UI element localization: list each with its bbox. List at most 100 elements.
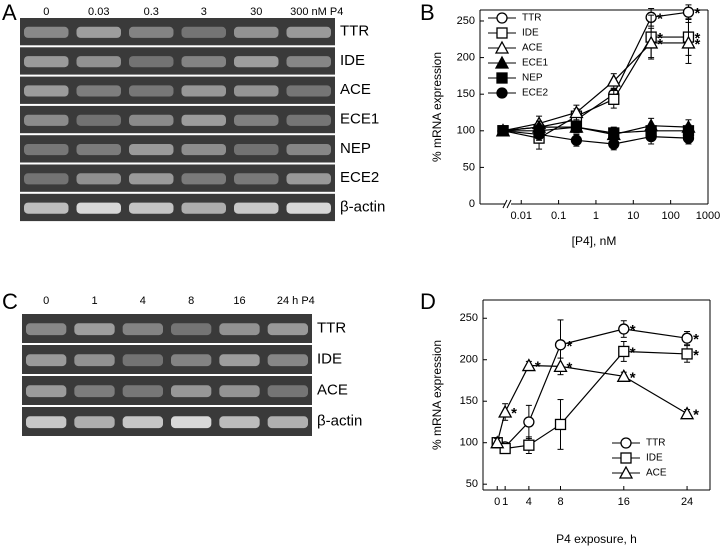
gel-column-label: 1: [91, 295, 97, 307]
significance-mark: *: [630, 322, 636, 339]
gel-band: [24, 143, 69, 156]
gel-band: [74, 416, 115, 429]
gel-band: [76, 26, 121, 38]
gel-band: [76, 56, 121, 68]
marker: [497, 125, 509, 137]
legend-label: ACE: [646, 468, 667, 479]
gel-band: [286, 85, 331, 97]
marker: [569, 105, 584, 119]
marker: [618, 323, 630, 335]
marker: [679, 406, 695, 420]
marker: [681, 332, 693, 344]
gel-band: [76, 202, 121, 214]
gel-band: [286, 114, 331, 126]
gel-row-label: ECE2: [340, 169, 379, 186]
x-tick-label: 100: [661, 210, 679, 222]
gel-band: [234, 26, 279, 38]
gel-band: [24, 202, 69, 214]
gel-row: [22, 314, 312, 343]
gel-band: [122, 416, 163, 429]
gel-row-label: β-actin: [317, 412, 362, 429]
legend-marker: [496, 12, 508, 24]
gel-band: [122, 323, 163, 336]
x-tick-label: 10: [627, 210, 639, 222]
gel-row: [20, 76, 335, 104]
marker: [570, 134, 583, 146]
gel-row: [20, 47, 335, 75]
marker: [616, 368, 631, 382]
significance-mark: *: [657, 30, 663, 47]
control-link: [502, 130, 540, 139]
legend-label: ECE1: [522, 58, 549, 69]
gel-band: [286, 26, 331, 38]
marker: [498, 404, 513, 418]
marker: [618, 345, 630, 358]
x-tick-label: 0: [494, 496, 500, 508]
gel-band: [24, 114, 69, 126]
gel-band: [171, 385, 212, 398]
gel-band: [129, 85, 174, 97]
significance-mark: *: [694, 36, 700, 53]
gel-column-label: 0: [43, 6, 49, 18]
significance-mark: *: [693, 407, 699, 424]
control-link: [502, 122, 540, 132]
legend-label: ACE: [522, 43, 543, 54]
gel-column-label: 0: [43, 295, 49, 307]
x-tick-label: 1000: [696, 210, 720, 222]
gel-band: [181, 56, 226, 68]
gel-band: [234, 85, 279, 97]
significance-mark: *: [694, 5, 700, 22]
legend-label: IDE: [522, 28, 539, 39]
gel-band: [26, 416, 67, 429]
control-link: [502, 126, 540, 132]
gel-band: [24, 173, 69, 185]
series-line: [538, 11, 689, 128]
gel-row-label: IDE: [317, 350, 342, 367]
significance-mark: *: [657, 36, 663, 53]
marker: [490, 435, 505, 449]
significance-mark: *: [511, 405, 517, 422]
gel-band: [24, 26, 69, 38]
y-tick-label: 100: [457, 125, 475, 137]
x-tick-label: 1: [502, 496, 508, 508]
gel-row-label: TTR: [340, 23, 369, 40]
gel-column-label: 3: [201, 6, 207, 18]
significance-mark: *: [567, 359, 573, 376]
gel-band: [26, 323, 67, 336]
legend-label: ECE2: [522, 88, 549, 99]
gel-band: [219, 354, 260, 367]
gel-band: [129, 114, 174, 126]
gel-band: [267, 416, 308, 429]
gel-column-label: 30: [250, 6, 262, 18]
gel-band: [181, 26, 226, 38]
series-line: [496, 364, 688, 443]
gel-band: [234, 202, 279, 214]
gel-row-label: ACE: [340, 81, 371, 98]
gel-band: [286, 143, 331, 156]
y-tick-label: 250: [457, 15, 475, 27]
y-tick-label: 250: [460, 312, 478, 324]
gel-band: [129, 56, 174, 68]
gel-band: [76, 143, 121, 156]
gel-row: [22, 345, 312, 374]
x-tick-label: 0.01: [511, 210, 532, 222]
y-tick-label: 100: [460, 437, 478, 449]
gel-band: [122, 354, 163, 367]
significance-mark: *: [630, 344, 636, 361]
marker: [554, 418, 567, 431]
gel-band: [219, 416, 260, 429]
significance-mark: *: [657, 10, 663, 27]
gel-band: [129, 173, 174, 185]
y-axis-title: % mRNA expression: [430, 52, 444, 162]
gel-row: [20, 18, 335, 46]
legend-marker: [494, 55, 510, 69]
marker: [523, 416, 535, 428]
legend-marker: [496, 87, 508, 99]
gel-column-label: 300 nM P4: [290, 6, 343, 18]
gel-band: [129, 143, 174, 156]
x-tick-label: 1: [593, 210, 599, 222]
y-tick-label: 200: [460, 354, 478, 366]
gel-band: [74, 323, 115, 336]
y-tick-label: 150: [460, 395, 478, 407]
